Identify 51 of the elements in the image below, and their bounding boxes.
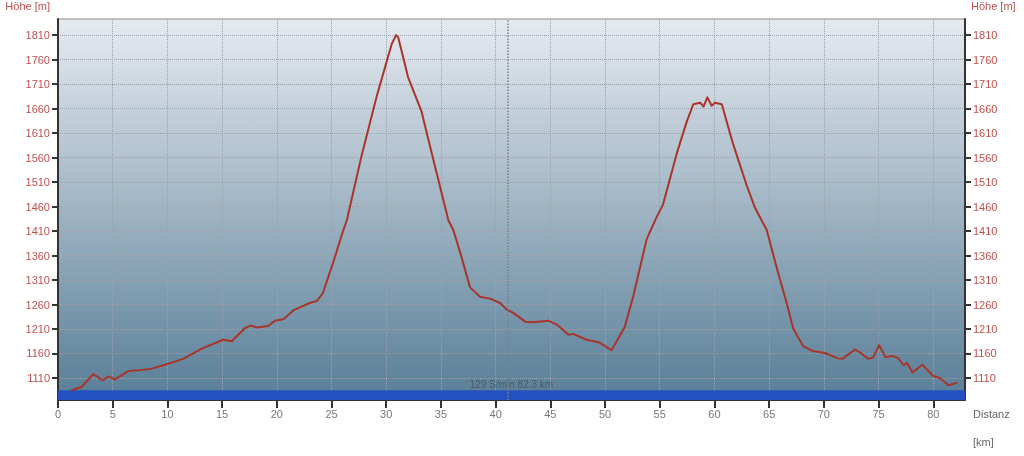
y-axis-title: Höhe [m] <box>5 0 50 12</box>
y-tick-label: 1310 <box>25 274 50 287</box>
y2-tick-label: 1460 <box>973 200 998 213</box>
text: Distanz [km] <box>973 408 1010 448</box>
y-tick-label: 1660 <box>25 102 50 115</box>
y-tick-label: 1210 <box>25 322 50 335</box>
y-tick-label: 1110 <box>27 371 50 384</box>
x-tick-label: 80 <box>927 407 940 420</box>
y2-tick-label: 1710 <box>973 78 998 91</box>
x-tick-label: 55 <box>653 407 666 420</box>
x-tick-label: 0 <box>54 407 62 420</box>
y-tick-label: 1510 <box>25 176 50 189</box>
x-tick-label: 35 <box>434 407 448 420</box>
y2-tick-label: 1260 <box>973 298 998 311</box>
x-tick-label: 20 <box>270 407 283 420</box>
x-tick-label: 10 <box>161 407 174 420</box>
x-tick-label: 25 <box>325 407 338 420</box>
x-tick-label: 75 <box>872 407 885 420</box>
y-tick-label: 1560 <box>25 151 50 164</box>
x-tick-label: 5 <box>109 407 116 420</box>
line-series <box>70 34 958 392</box>
y2-tick-label: 1210 <box>973 322 998 335</box>
x-tick-label: 70 <box>817 407 830 420</box>
x-tick-label: 40 <box>489 407 502 420</box>
y-tick-label: 1360 <box>25 249 50 262</box>
y-tick-label: 1260 <box>25 298 50 311</box>
y2-tick-label: 1660 <box>973 102 998 115</box>
y2-axis-title: Höhe [m] <box>971 0 1016 12</box>
y-tick-label: 1610 <box>25 127 50 140</box>
y2-tick-label: 1760 <box>973 53 998 66</box>
x-tick-label: 30 <box>380 407 393 420</box>
y-tick-label: 1410 <box>25 225 50 238</box>
y2-tick-label: 1610 <box>973 127 998 140</box>
x-tick-label: 45 <box>544 407 557 420</box>
y2-tick-label: 1160 <box>973 347 997 360</box>
y-tick-label: 1160 <box>26 347 50 360</box>
y-tick-label: 1460 <box>25 200 50 213</box>
y-tick-label: 1810 <box>25 29 50 42</box>
y2-tick-label: 1110 <box>973 371 996 384</box>
y2-tick-label: 1510 <box>973 176 998 189</box>
y-tick-label: 1710 <box>25 78 50 91</box>
x-tick-label: 15 <box>215 407 229 420</box>
x-tick-label: 50 <box>598 407 612 420</box>
y2-tick-label: 1410 <box>973 225 998 238</box>
y2-tick-label: 1310 <box>973 274 998 287</box>
y2-tick-label: 1810 <box>973 29 998 42</box>
x-tick-label: 65 <box>763 407 776 420</box>
x-tick-label: 60 <box>708 407 721 420</box>
y2-tick-label: 1560 <box>973 151 998 164</box>
y-tick-label: 1760 <box>25 53 50 66</box>
y2-tick-label: 1360 <box>973 249 998 262</box>
